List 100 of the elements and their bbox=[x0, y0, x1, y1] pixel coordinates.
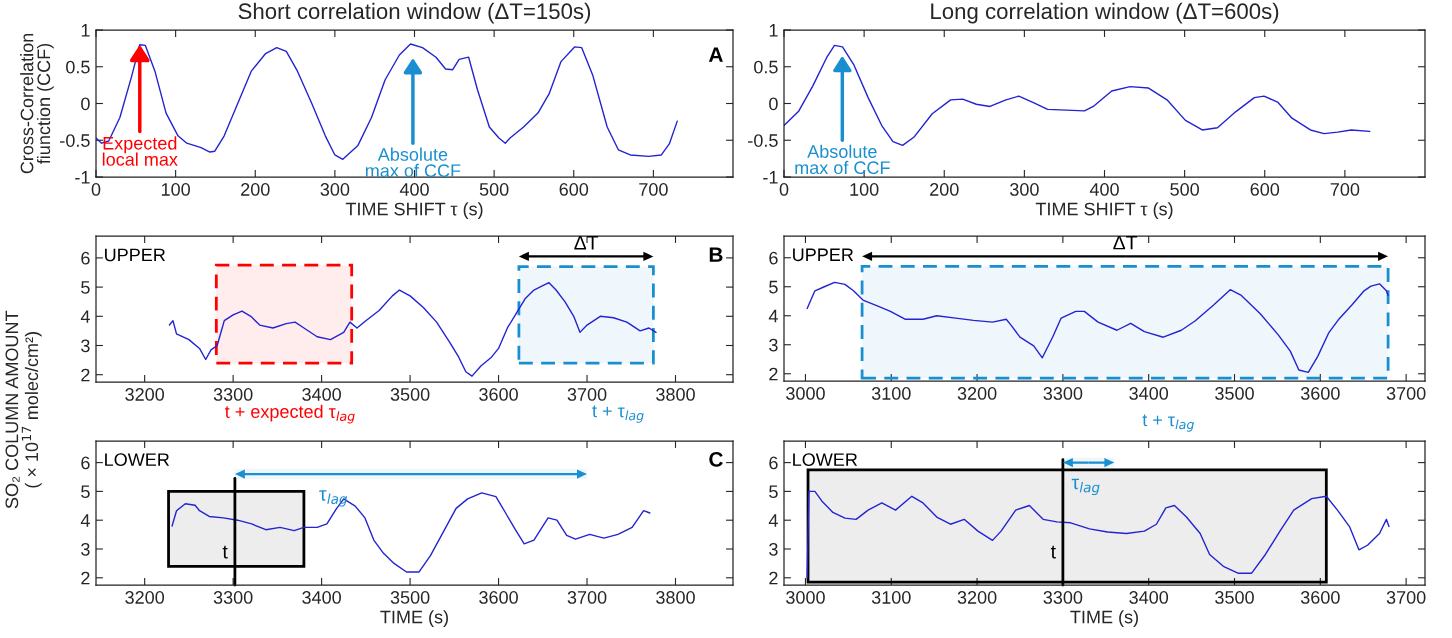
x-tick-label: 3100 bbox=[871, 387, 911, 400]
line-series bbox=[171, 492, 651, 573]
annotation: B bbox=[709, 247, 723, 262]
x-tick-label: 100 bbox=[850, 183, 879, 196]
x-tick-label: 3500 bbox=[390, 591, 430, 604]
y-tick-label: 6 bbox=[81, 456, 90, 470]
x-tick-label: 3300 bbox=[213, 388, 253, 401]
y-tick-label: 6 bbox=[81, 251, 90, 265]
annotation: Expected local max bbox=[102, 136, 178, 166]
x-tick-label: 3000 bbox=[786, 591, 825, 604]
y-tick-label: 0.5 bbox=[754, 60, 778, 74]
x-axis-title: TIME SHIFT τ (s) bbox=[345, 202, 483, 219]
x-tick-label: 3300 bbox=[1043, 591, 1083, 604]
x-tick-label: 500 bbox=[1170, 183, 1199, 196]
y-tick-label: -1 bbox=[75, 171, 90, 184]
x-tick-label: 3200 bbox=[957, 387, 997, 400]
x-tick-label: 3300 bbox=[213, 591, 253, 604]
x-axis-title: TIME (s) bbox=[1070, 610, 1138, 627]
y-tick-label: 1 bbox=[769, 24, 778, 37]
x-tick-label: 3100 bbox=[871, 591, 911, 604]
x-tick-label: 3200 bbox=[125, 388, 165, 401]
line-series bbox=[806, 281, 1389, 373]
x-tick-label: 300 bbox=[1010, 183, 1039, 196]
y-tick-label: 6 bbox=[769, 456, 778, 470]
line-series bbox=[168, 282, 657, 377]
text: t + τ$_{lag}$ bbox=[1142, 414, 1194, 432]
y-tick-label: 3 bbox=[81, 339, 90, 353]
y-tick-label: 1 bbox=[81, 24, 90, 37]
y-tick-label: 5 bbox=[769, 280, 778, 294]
chart-title: Short correlation window (ΔT=150s) bbox=[238, 2, 591, 24]
x-tick-label: 0 bbox=[779, 183, 789, 196]
annotation: C bbox=[709, 452, 723, 467]
annotation: Absolute max of CCF bbox=[365, 147, 461, 178]
annotation: LOWER bbox=[793, 453, 858, 467]
y-tick-label: 4 bbox=[80, 310, 90, 323]
y-tick-label: 4 bbox=[80, 514, 90, 527]
band-label: ΔT bbox=[1113, 235, 1138, 250]
y-tick-label: 5 bbox=[81, 485, 90, 499]
x-tick-label: 3300 bbox=[1043, 387, 1083, 400]
y-tick-label: 2 bbox=[769, 367, 778, 381]
x-tick-label: 400 bbox=[1089, 183, 1119, 196]
chart-title: Long correlation window (ΔT=600s) bbox=[931, 2, 1279, 24]
x-tick-label: 3000 bbox=[786, 387, 825, 400]
x-tick-label: 3700 bbox=[567, 591, 607, 604]
y-tick-label: 5 bbox=[769, 485, 778, 499]
x-tick-label: 200 bbox=[930, 183, 959, 196]
x-tick-label: 3200 bbox=[957, 591, 997, 604]
y-tick-label: 0 bbox=[769, 97, 778, 111]
x-tick-label: 3400 bbox=[302, 591, 341, 604]
x-tick-label: 700 bbox=[1330, 183, 1360, 196]
x-tick-label: 600 bbox=[1250, 183, 1280, 196]
x-tick-label: 500 bbox=[479, 183, 509, 196]
y-tick-label: 2 bbox=[81, 368, 90, 382]
x-tick-label: 3400 bbox=[302, 388, 341, 401]
annotation: UPPER bbox=[793, 248, 854, 262]
x-tick-label: 200 bbox=[241, 183, 270, 196]
x-tick-label: 600 bbox=[559, 183, 589, 196]
x-tick-label: 3600 bbox=[479, 591, 518, 604]
x-tick-label: 3700 bbox=[1386, 591, 1426, 604]
x-tick-label: 3200 bbox=[125, 591, 165, 604]
ref-line-label: t bbox=[1050, 545, 1056, 559]
y-tick-label: -0.5 bbox=[60, 134, 90, 147]
y-tick-label: 6 bbox=[769, 251, 778, 265]
y-tick-label: -0.5 bbox=[748, 134, 778, 147]
annotation: Absolute max of CCF bbox=[795, 144, 890, 175]
x-tick-label: 400 bbox=[399, 183, 429, 196]
annotation: LOWER bbox=[105, 453, 170, 467]
annotation: UPPER bbox=[105, 248, 166, 262]
y-tick-label: 3 bbox=[769, 542, 778, 556]
x-tick-label: 100 bbox=[161, 183, 190, 196]
y-tick-label: 3 bbox=[81, 542, 90, 556]
y-axis-title: SO₂ COLUMN AMOUNT ( × 10$^{17}$ molec/cm²) bbox=[5, 310, 42, 509]
y-axis-title: Cross-Correlation fiunction (CCF) bbox=[20, 33, 54, 174]
x-tick-label: 3800 bbox=[656, 591, 695, 604]
x-tick-label: 3500 bbox=[390, 388, 430, 401]
y-tick-label: 4 bbox=[768, 514, 778, 527]
x-tick-label: 700 bbox=[639, 183, 668, 196]
x-tick-label: 3500 bbox=[1215, 591, 1254, 604]
x-tick-label: 300 bbox=[320, 183, 350, 196]
x-tick-label: 3400 bbox=[1129, 387, 1169, 400]
x-tick-label: 3600 bbox=[1300, 591, 1340, 604]
y-tick-label: 0 bbox=[81, 97, 90, 111]
x-axis-title: TIME (s) bbox=[380, 610, 448, 627]
x-tick-label: 3600 bbox=[1300, 387, 1340, 400]
y-tick-label: 5 bbox=[81, 281, 90, 294]
text: t + expected τ$_{lag}$ bbox=[225, 404, 355, 424]
annotation: A bbox=[708, 47, 723, 62]
y-tick-label: 2 bbox=[81, 571, 90, 585]
y-tick-label: 3 bbox=[769, 338, 778, 352]
band-label: τ$_{lag}$ bbox=[319, 490, 348, 507]
y-tick-label: 4 bbox=[768, 309, 778, 323]
y-tick-label: 2 bbox=[769, 571, 778, 585]
y-tick-label: 0.5 bbox=[66, 60, 90, 74]
x-tick-label: 3700 bbox=[567, 388, 607, 401]
y-tick-label: -1 bbox=[763, 171, 778, 184]
x-tick-label: 3500 bbox=[1215, 387, 1254, 400]
legend-label: τ$_{lag}$ bbox=[1071, 478, 1100, 496]
x-axis-title: TIME SHIFT τ (s) bbox=[1035, 202, 1173, 219]
x-tick-label: 3400 bbox=[1129, 591, 1169, 604]
x-tick-label: 3800 bbox=[656, 388, 695, 401]
